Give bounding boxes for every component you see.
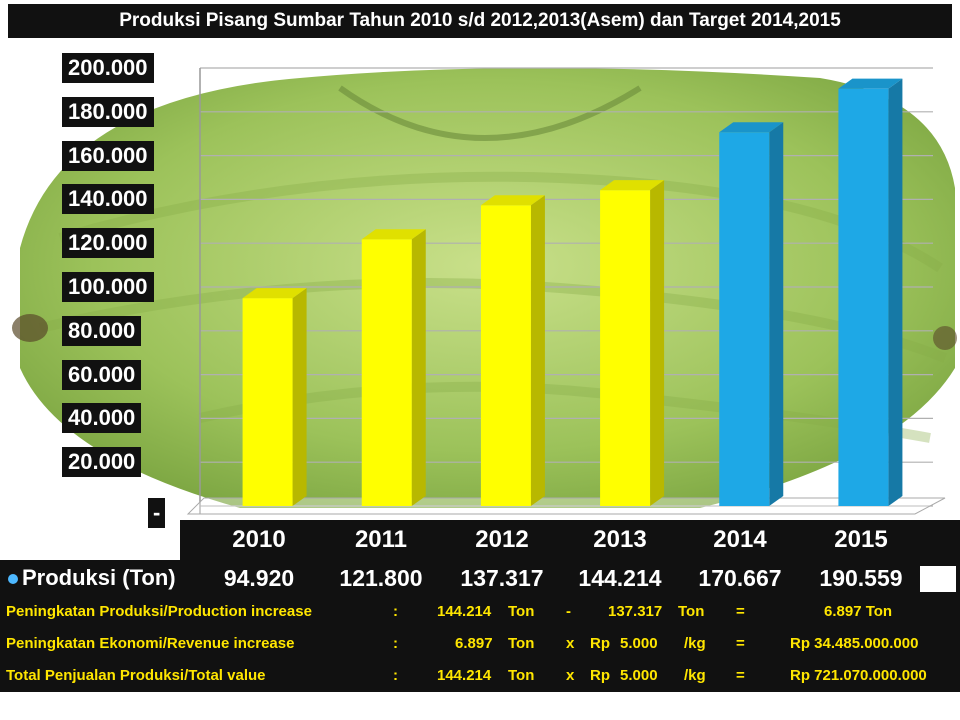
y-tick-label: 80.000 <box>62 315 142 346</box>
bar-top <box>600 180 665 191</box>
summary-value-2: 5.000 <box>620 635 658 652</box>
summary-label: Total Penjualan Produksi/Total value <box>6 667 266 684</box>
y-tick-label: 60.000 <box>62 359 142 390</box>
summary-unit-1: Ton <box>508 635 535 652</box>
bar-2011 <box>361 229 426 506</box>
y-tick-label: 180.000 <box>62 96 154 127</box>
production-values-row: Produksi (Ton) 94.920 121.800 137.317 14… <box>0 560 960 596</box>
value-label-2012: 137.317 <box>460 565 544 591</box>
summary-unit-2: /kg <box>684 635 706 652</box>
summary-row-revenue-increase: Peningkatan Ekonomi/Revenue increase : 6… <box>0 628 960 660</box>
bar-chart <box>186 67 946 515</box>
summary-value-1: 144.214 <box>437 603 492 620</box>
x-axis-year-band: 2010 2011 2012 2013 2014 2015 <box>180 520 960 560</box>
y-tick-label: 100.000 <box>62 272 154 302</box>
value-label-2010: 94.920 <box>223 565 295 591</box>
summary-label: Peningkatan Produksi/Production increase <box>6 603 312 620</box>
production-row-label-text: Produksi (Ton) <box>22 565 176 590</box>
summary-colon: : <box>393 603 398 620</box>
summary-result: Rp 34.485.000.000 <box>790 635 919 652</box>
y-tick-label: 40.000 <box>62 403 142 434</box>
bar-top <box>480 195 545 206</box>
bar-side <box>530 195 545 507</box>
summary-result: Rp 721.070.000.000 <box>790 667 927 684</box>
bar-side <box>292 288 307 506</box>
y-tick-label: 120.000 <box>62 228 154 259</box>
bar-front <box>600 190 651 507</box>
summary-currency: Rp <box>590 667 610 684</box>
summary-unit-2: /kg <box>684 667 706 684</box>
bar-2012 <box>480 195 545 507</box>
bar-front <box>361 239 412 506</box>
x-tick-label-2013: 2013 <box>593 526 647 553</box>
bar-front <box>242 298 293 506</box>
bullet-icon <box>8 574 18 585</box>
summary-result: 6.897 Ton <box>824 603 893 620</box>
summary-row-production-increase: Peningkatan Produksi/Production increase… <box>0 596 960 628</box>
bar-top <box>242 288 307 299</box>
bar-side <box>411 229 426 506</box>
y-tick-label: 140.000 <box>62 184 154 215</box>
bar-2015 <box>838 78 903 507</box>
summary-table: Peningkatan Produksi/Production increase… <box>0 596 960 692</box>
summary-value-2: 5.000 <box>620 667 658 684</box>
summary-colon: : <box>393 667 398 684</box>
bar-2013 <box>600 180 665 507</box>
summary-value-1: 6.897 <box>455 635 493 652</box>
bar-front <box>480 205 531 507</box>
bar-top <box>838 78 903 89</box>
summary-label: Peningkatan Ekonomi/Revenue increase <box>6 635 295 652</box>
summary-unit-1: Ton <box>508 603 535 620</box>
summary-operator: x <box>566 667 575 684</box>
value-label-2015: 190.559 <box>819 565 903 591</box>
bar-top <box>719 122 784 133</box>
bar-side <box>888 78 903 507</box>
bar-front <box>838 88 889 507</box>
summary-equals: = <box>736 603 745 620</box>
bar-2014 <box>719 122 784 507</box>
x-tick-label-2015: 2015 <box>834 526 888 553</box>
chart-title: Produksi Pisang Sumbar Tahun 2010 s/d 20… <box>8 4 952 38</box>
summary-equals: = <box>736 635 745 652</box>
x-tick-label-2010: 2010 <box>232 526 286 553</box>
y-tick-label: - <box>148 498 166 528</box>
summary-unit-2: Ton <box>678 603 705 620</box>
bar-side <box>769 122 784 507</box>
value-label-2013: 144.214 <box>578 565 662 591</box>
summary-row-total-value: Total Penjualan Produksi/Total value : 1… <box>0 660 960 692</box>
chart-floor <box>186 497 946 515</box>
bar-top <box>361 229 426 240</box>
value-label-2011: 121.800 <box>339 565 423 591</box>
x-tick-label-2012: 2012 <box>475 526 529 553</box>
bar-2010 <box>242 288 307 506</box>
bar-side <box>650 180 665 507</box>
x-tick-label-2011: 2011 <box>354 526 408 553</box>
chart-bars <box>242 78 903 507</box>
summary-value-1: 144.214 <box>437 667 492 684</box>
y-tick-label: 20.000 <box>62 447 142 478</box>
production-row-label: Produksi (Ton) <box>8 560 176 596</box>
summary-colon: : <box>393 635 398 652</box>
y-tick-label: 160.000 <box>62 140 154 171</box>
value-label-2014: 170.667 <box>698 565 782 591</box>
summary-currency: Rp <box>590 635 610 652</box>
summary-value-2: 137.317 <box>608 603 663 620</box>
summary-operator: - <box>566 603 571 620</box>
y-tick-label: 200.000 <box>62 53 154 83</box>
blank-box <box>920 566 956 592</box>
summary-equals: = <box>736 667 745 684</box>
summary-operator: x <box>566 635 575 652</box>
summary-unit-1: Ton <box>508 667 535 684</box>
x-tick-label-2014: 2014 <box>713 526 767 553</box>
bar-front <box>719 132 770 507</box>
